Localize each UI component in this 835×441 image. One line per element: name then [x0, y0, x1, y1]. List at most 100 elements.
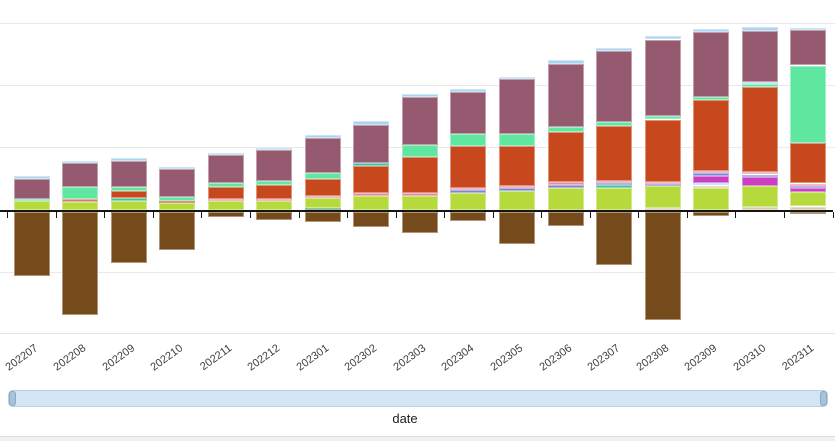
bar-segment-lime-202301[interactable] [305, 198, 341, 209]
bar-segment-mint-202310[interactable] [742, 83, 778, 87]
bar-segment-lime-202309[interactable] [693, 188, 729, 210]
bar-segment-brown-202311[interactable] [790, 212, 826, 214]
bar-segment-brown-202307[interactable] [596, 212, 632, 265]
bar-segment-orange-202311[interactable] [790, 142, 826, 184]
bar-segment-lime-202303[interactable] [402, 195, 438, 210]
bar-segment-periwinkle-202304[interactable] [450, 190, 486, 193]
bar-segment-salmon-202208[interactable] [62, 199, 98, 203]
bar-segment-periwinkle-202311[interactable] [790, 185, 826, 188]
bar-segment-mint-202307[interactable] [596, 121, 632, 126]
bar-segment-mint-202301[interactable] [305, 173, 341, 179]
bar-segment-lightblue-202306[interactable] [548, 60, 584, 64]
bar-segment-tan-202309[interactable] [693, 185, 729, 188]
bar-segment-pink-202309[interactable] [693, 170, 729, 173]
bar-segment-lightblue-202207[interactable] [14, 176, 50, 179]
bar-segment-lime-202310[interactable] [742, 186, 778, 208]
bar-segment-pink-202310[interactable] [742, 172, 778, 175]
bar-segment-magenta-202309[interactable] [693, 175, 729, 183]
bar-segment-periwinkle-202307[interactable] [596, 183, 632, 186]
bar-segment-periwinkle-202306[interactable] [548, 185, 584, 188]
bar-segment-lightblue-202303[interactable] [402, 93, 438, 98]
bar-segment-mint-202305[interactable] [499, 134, 535, 146]
bar-segment-periwinkle-202310[interactable] [742, 174, 778, 178]
bar-segment-periwinkle-202305[interactable] [499, 188, 535, 191]
bar-segment-lightblue-202309[interactable] [693, 182, 729, 186]
bar-segment-orange-202211[interactable] [208, 187, 244, 199]
bar-segment-pink-202212[interactable] [256, 199, 292, 201]
bar-segment-purple-202311[interactable] [790, 29, 826, 66]
bar-segment-pink-202303[interactable] [402, 192, 438, 196]
scrollbar-left-handle[interactable] [9, 391, 16, 406]
bar-segment-mint-202212[interactable] [256, 180, 292, 185]
bar-segment-lime-202306[interactable] [548, 187, 584, 210]
bar-segment-mint-202309[interactable] [693, 96, 729, 100]
bar-segment-brown-202309[interactable] [693, 212, 729, 216]
bar-segment-lightblue-202305[interactable] [499, 76, 535, 79]
bar-segment-pink-202305[interactable] [499, 185, 535, 189]
bar-segment-lightblue-202309[interactable] [693, 29, 729, 33]
bar-segment-mint-202304[interactable] [450, 134, 486, 146]
bar-segment-brown-202302[interactable] [353, 212, 389, 227]
bar-segment-lime-202207[interactable] [14, 201, 50, 210]
bar-segment-pink-202304[interactable] [450, 187, 486, 190]
bar-segment-lightblue-202210[interactable] [159, 166, 195, 169]
bar-segment-brown-202301[interactable] [305, 212, 341, 222]
bar-segment-orange-202210[interactable] [159, 200, 195, 203]
bar-segment-mint-202209[interactable] [111, 186, 147, 191]
bar-segment-lightblue-202302[interactable] [353, 121, 389, 125]
bar-segment-pink-202311[interactable] [790, 183, 826, 186]
bar-segment-lightblue-202209[interactable] [111, 158, 147, 162]
bar-segment-purple-202305[interactable] [499, 79, 535, 134]
bar-segment-teal-202209[interactable] [111, 197, 147, 202]
bar-segment-pink-202211[interactable] [208, 199, 244, 201]
bar-segment-orange-202301[interactable] [305, 179, 341, 196]
bar-segment-orange-202209[interactable] [111, 190, 147, 198]
bar-segment-orange-202308[interactable] [645, 119, 681, 182]
bar-segment-magenta-202310[interactable] [742, 177, 778, 187]
bar-segment-pink-202308[interactable] [645, 181, 681, 184]
bar-segment-purple-202306[interactable] [548, 63, 584, 127]
bar-segment-lightblue-202308[interactable] [645, 36, 681, 40]
bar-segment-pink-202302[interactable] [353, 193, 389, 196]
bar-segment-tan-202310[interactable] [742, 207, 778, 210]
bar-segment-lime-202212[interactable] [256, 200, 292, 210]
bar-segment-tan-202311[interactable] [790, 206, 826, 210]
bar-segment-magenta-202311[interactable] [790, 187, 826, 193]
bar-segment-mint-202308[interactable] [645, 116, 681, 120]
bar-segment-brown-202305[interactable] [499, 212, 535, 244]
bar-segment-teal-202307[interactable] [596, 185, 632, 189]
bar-segment-brown-202212[interactable] [256, 212, 292, 220]
bar-segment-purple-202207[interactable] [14, 179, 50, 200]
bar-segment-lime-202211[interactable] [208, 200, 244, 210]
bar-segment-pink-202306[interactable] [548, 182, 584, 186]
bar-segment-lime-202210[interactable] [159, 202, 195, 210]
bar-segment-orange-202305[interactable] [499, 145, 535, 186]
bar-segment-lightblue-202212[interactable] [256, 147, 292, 150]
bar-segment-orange-202310[interactable] [742, 86, 778, 173]
bar-segment-purple-202308[interactable] [645, 39, 681, 117]
bar-segment-purple-202301[interactable] [305, 138, 341, 173]
bar-segment-lightblue-202307[interactable] [596, 47, 632, 51]
bar-segment-purple-202211[interactable] [208, 155, 244, 184]
bar-segment-purple-202309[interactable] [693, 32, 729, 97]
bar-segment-lightblue-202310[interactable] [742, 81, 778, 84]
bar-segment-purple-202208[interactable] [62, 162, 98, 187]
bar-segment-mint-202208[interactable] [62, 186, 98, 200]
bar-segment-tan-202308[interactable] [645, 207, 681, 210]
bar-segment-orange-202306[interactable] [548, 132, 584, 182]
bar-segment-lightblue-202304[interactable] [450, 89, 486, 93]
bar-segment-orange-202304[interactable] [450, 145, 486, 188]
bar-segment-brown-202306[interactable] [548, 212, 584, 226]
bar-segment-teal-202302[interactable] [353, 163, 389, 166]
bar-segment-mint-202211[interactable] [208, 183, 244, 188]
bar-segment-periwinkle-202309[interactable] [693, 172, 729, 176]
bar-segment-purple-202303[interactable] [402, 97, 438, 146]
bar-segment-brown-202211[interactable] [208, 212, 244, 217]
bar-segment-brown-202304[interactable] [450, 212, 486, 221]
bar-segment-purple-202307[interactable] [596, 51, 632, 122]
bar-segment-purple-202302[interactable] [353, 124, 389, 164]
bar-segment-lime-202311[interactable] [790, 192, 826, 207]
bar-segment-lime-202302[interactable] [353, 195, 389, 210]
bar-segment-periwinkle-202308[interactable] [645, 183, 681, 186]
bar-segment-purple-202310[interactable] [742, 30, 778, 82]
